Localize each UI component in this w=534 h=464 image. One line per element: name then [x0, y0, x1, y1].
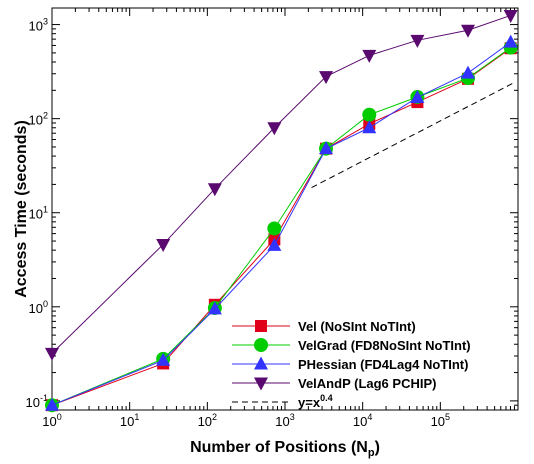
legend-label: VelAndP (Lag6 PCHIP) [298, 376, 436, 391]
axis-labels: Number of Positions (Np) Access Time (sec… [13, 120, 380, 459]
data-point [503, 9, 518, 23]
data-point [460, 65, 475, 79]
legend-marker [254, 377, 268, 391]
data-point [362, 49, 377, 63]
x-tick-label: 103 [275, 412, 294, 429]
legend-item-1: Vel (NoSInt NoTInt) [232, 319, 416, 334]
series-group [45, 9, 518, 413]
legend-marker [255, 320, 267, 332]
x-axis-title: Number of Positions (Np) [190, 439, 380, 459]
data-point [207, 183, 222, 197]
data-point [460, 24, 475, 38]
x-tick-label: 105 [431, 412, 450, 429]
x-tick-label: 101 [120, 412, 139, 429]
series-1 [46, 42, 517, 412]
reference-line-path [311, 82, 514, 189]
series-4 [45, 9, 518, 361]
legend-label: PHessian (FD4Lag4 NoTInt) [298, 357, 468, 372]
series-line [51, 14, 511, 354]
legend-item-3: PHessian (FD4Lag4 NoTInt) [232, 356, 468, 372]
y-tick-label: 101 [29, 205, 48, 222]
legend: Vel (NoSInt NoTInt) VelGrad (FD8NoSInt No… [232, 319, 471, 410]
data-point [267, 237, 282, 251]
legend-marker [254, 338, 268, 352]
data-point [45, 397, 59, 411]
y-tick-label: 102 [29, 111, 48, 128]
x-tick-label: 100 [42, 412, 61, 429]
data-point [362, 107, 377, 122]
data-point [45, 347, 59, 361]
legend-item-2: VelGrad (FD8NoSInt NoTInt) [232, 338, 471, 353]
legend-marker [254, 356, 268, 370]
data-point [410, 34, 425, 48]
data-point [503, 34, 518, 48]
legend-label: y=x0.4 [298, 393, 333, 410]
x-tick-label: 102 [198, 412, 217, 429]
y-tick-label: 10-1 [26, 393, 48, 410]
legend-item-4: VelAndP (Lag6 PCHIP) [232, 376, 436, 391]
data-point [207, 301, 222, 315]
data-point [319, 141, 334, 155]
data-point [156, 352, 171, 366]
data-point [410, 89, 425, 103]
x-tick-label: 104 [353, 412, 372, 429]
y-axis-title: Access Time (seconds) [13, 120, 30, 298]
legend-item-reference: y=x0.4 [232, 393, 333, 410]
data-point [319, 71, 334, 85]
legend-label: Vel (NoSInt NoTInt) [298, 319, 416, 334]
legend-label: VelGrad (FD8NoSInt NoTInt) [298, 338, 471, 353]
data-point [267, 221, 282, 236]
plot-axes: 100 101 102 103 104 105 10-1 100 101 102 103 [26, 7, 519, 429]
data-point [156, 238, 171, 252]
data-point [362, 120, 377, 134]
y-tick-label: 100 [29, 299, 48, 316]
data-point [267, 122, 282, 136]
y-tick-label: 103 [29, 17, 48, 34]
reference-line [311, 82, 514, 189]
series-3 [45, 34, 518, 411]
